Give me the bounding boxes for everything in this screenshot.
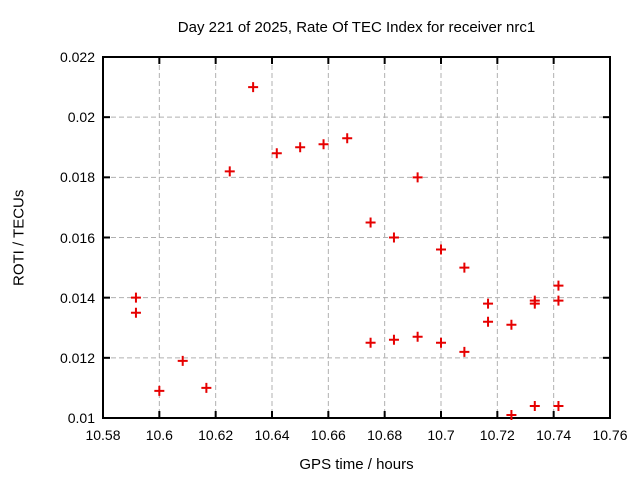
data-point-marker bbox=[553, 400, 564, 411]
data-point-marker bbox=[177, 355, 188, 366]
x-tick-label: 10.6 bbox=[145, 427, 173, 443]
y-tick-label: 0.018 bbox=[59, 169, 95, 186]
data-point-marker bbox=[459, 262, 470, 273]
x-tick-label: 10.66 bbox=[310, 427, 346, 443]
x-tick-label: 10.64 bbox=[254, 427, 290, 443]
x-axis-label: GPS time / hours bbox=[299, 456, 414, 473]
data-point-marker bbox=[483, 298, 494, 309]
x-tick-label: 10.7 bbox=[427, 427, 455, 443]
data-point-marker bbox=[342, 133, 353, 144]
data-point-marker bbox=[412, 331, 423, 342]
data-point-marker bbox=[365, 337, 376, 348]
data-point-marker bbox=[130, 307, 141, 318]
chart-title: Day 221 of 2025, Rate Of TEC Index for r… bbox=[177, 19, 536, 36]
data-point-marker bbox=[436, 244, 446, 255]
x-tick-label: 10.58 bbox=[85, 427, 121, 443]
y-tick-label: 0.016 bbox=[59, 229, 95, 246]
y-tick-label: 0.022 bbox=[59, 49, 95, 65]
y-tick-label: 0.01 bbox=[67, 410, 95, 426]
data-point-marker bbox=[553, 280, 564, 291]
data-point-marker bbox=[154, 385, 165, 396]
data-point-marker bbox=[553, 295, 564, 306]
data-point-marker bbox=[506, 319, 517, 330]
x-tick-label: 10.68 bbox=[367, 427, 403, 443]
x-tick-label: 10.72 bbox=[479, 427, 515, 443]
data-point-marker bbox=[388, 232, 399, 243]
y-tick-label: 0.02 bbox=[67, 109, 95, 126]
data-point-marker bbox=[271, 148, 282, 159]
data-point-marker bbox=[459, 346, 470, 357]
data-point-marker bbox=[130, 292, 141, 303]
data-point-marker bbox=[483, 316, 494, 327]
y-tick-label: 0.012 bbox=[59, 349, 95, 366]
data-point-marker bbox=[365, 217, 376, 228]
plot-border bbox=[102, 56, 611, 419]
x-tick-label: 10.74 bbox=[536, 427, 572, 443]
data-point-marker bbox=[436, 337, 446, 348]
data-point-marker bbox=[529, 400, 540, 411]
data-point-marker bbox=[388, 334, 399, 345]
x-tick-label: 10.62 bbox=[198, 427, 234, 443]
data-point-marker bbox=[412, 172, 423, 183]
data-point-marker bbox=[295, 142, 306, 153]
data-point-marker bbox=[529, 298, 540, 309]
data-point-marker bbox=[248, 82, 259, 93]
data-point-marker bbox=[224, 166, 235, 177]
data-point-marker bbox=[506, 409, 517, 420]
x-tick-label: 10.76 bbox=[592, 427, 628, 443]
data-point-marker bbox=[201, 382, 212, 393]
y-tick-label: 0.014 bbox=[59, 289, 95, 306]
data-point-marker bbox=[318, 139, 329, 150]
